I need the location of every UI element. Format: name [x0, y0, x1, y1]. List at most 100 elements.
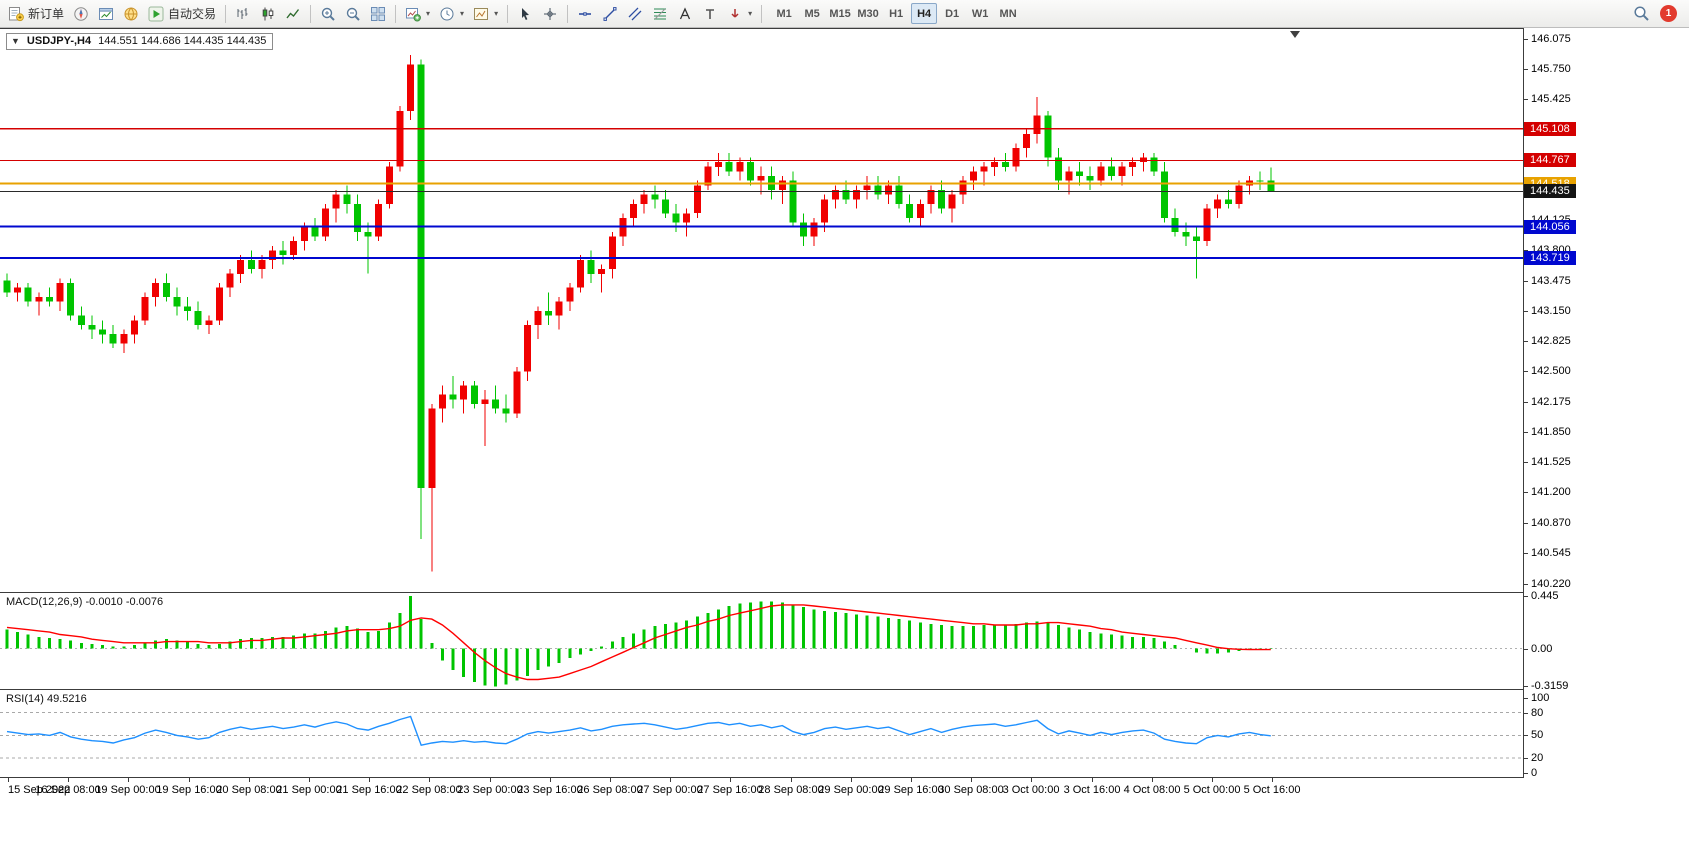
chevron-down-icon: ▾	[460, 9, 465, 18]
time-axis-label: 27 Sep 00:00	[637, 784, 703, 796]
new-order-label: 新订单	[28, 7, 65, 21]
chevron-down-icon: ▾	[426, 9, 431, 18]
label-icon	[706, 8, 715, 19]
time-axis-tick	[730, 778, 731, 782]
toolbar-separator	[567, 4, 569, 23]
price-axis-label: 142.175	[1524, 396, 1571, 408]
new-chart-button[interactable]: ▾	[401, 2, 434, 25]
macd-panel[interactable]: MACD(12,26,9) -0.0010 -0.0076	[0, 593, 1523, 689]
time-axis-label: 19 Sep 16:00	[156, 784, 222, 796]
template-icon	[474, 7, 489, 20]
panel-divider[interactable]	[0, 592, 1689, 593]
zoom-in-icon	[321, 7, 335, 21]
chevron-down-icon: ▾	[494, 9, 499, 18]
channel-tool-button[interactable]	[623, 2, 647, 25]
chart-window-button[interactable]	[94, 2, 118, 25]
chart-area: ▼ USDJPY-,H4 144.551 144.686 144.435 144…	[0, 28, 1689, 859]
rsi-label: RSI(14) 49.5216	[6, 693, 87, 705]
candlestick-chart-button[interactable]	[256, 2, 280, 25]
rsi-axis-label: 20	[1524, 752, 1543, 764]
templates-button[interactable]: ▾	[469, 2, 502, 25]
time-axis-label: 30 Sep 08:00	[938, 784, 1004, 796]
timeframe-button-m5[interactable]: M5	[799, 3, 825, 24]
macd-axis-label: 0.00	[1524, 643, 1552, 655]
time-axis-tick	[128, 778, 129, 782]
timeframe-button-h1[interactable]: H1	[883, 3, 909, 24]
periods-button[interactable]: ▾	[435, 2, 468, 25]
guide-button[interactable]	[69, 2, 93, 25]
time-axis-label: 21 Sep 16:00	[336, 784, 402, 796]
new-order-icon	[9, 6, 24, 21]
horizontal-line-tool-button[interactable]	[573, 2, 597, 25]
price-axis-label: 145.750	[1524, 63, 1571, 75]
rsi-value: 49.5216	[46, 693, 87, 705]
price-axis-label: 146.075	[1524, 33, 1571, 45]
bar-chart-button[interactable]	[231, 2, 255, 25]
price-chart-panel[interactable]: ▼ USDJPY-,H4 144.551 144.686 144.435 144…	[0, 29, 1523, 592]
text-tool-button[interactable]	[673, 2, 697, 25]
time-axis-tick	[1031, 778, 1032, 782]
community-button[interactable]	[119, 2, 143, 25]
price-axis-label: 140.545	[1524, 547, 1571, 559]
price-axis-label: 141.200	[1524, 486, 1571, 498]
time-axis-tick	[249, 778, 250, 782]
timeframe-button-m30[interactable]: M30	[855, 3, 881, 24]
toolbar-separator	[310, 4, 312, 23]
ohlc-values: 144.551 144.686 144.435 144.435	[98, 35, 267, 47]
price-axis[interactable]: 146.075145.750145.425145.100144.775144.4…	[1524, 28, 1689, 779]
one-click-trading-toggle[interactable]: ▼	[11, 36, 20, 46]
fibonacci-icon	[654, 8, 667, 19]
timeframe-button-h4[interactable]: H4	[911, 3, 938, 24]
timeframe-button-d1[interactable]: D1	[939, 3, 965, 24]
new-order-button[interactable]: 新订单	[4, 2, 68, 25]
zoom-in-button[interactable]	[316, 2, 340, 25]
time-axis-label: 23 Sep 16:00	[517, 784, 583, 796]
price-level-badge: 143.719	[1524, 251, 1576, 265]
chart-shift-marker[interactable]	[1290, 31, 1300, 38]
candlestick-icon	[262, 7, 274, 20]
timeframe-button-w1[interactable]: W1	[967, 3, 993, 24]
line-chart-button[interactable]	[281, 2, 305, 25]
zoom-out-button[interactable]	[341, 2, 365, 25]
time-axis-tick	[429, 778, 430, 782]
panel-divider[interactable]	[0, 689, 1689, 690]
price-axis-label: 142.825	[1524, 335, 1571, 347]
rsi-chart	[0, 712, 1523, 759]
time-axis[interactable]: 15 Sep 2022 16 Sep 08:00 19 Sep 00:00 19 Se…	[0, 778, 1523, 800]
time-axis-tick	[851, 778, 852, 782]
price-axis-label: 140.870	[1524, 517, 1571, 529]
label-tool-button[interactable]	[698, 2, 722, 25]
timeframe-button-m1[interactable]: M1	[771, 3, 797, 24]
rsi-axis-label: 0	[1524, 767, 1537, 779]
timeframe-button-m15[interactable]: M15	[827, 3, 853, 24]
toolbar-separator	[507, 4, 509, 23]
macd-axis-label: 0.445	[1524, 590, 1559, 602]
symbol-period-label: USDJPY-,H4	[26, 35, 92, 47]
rsi-axis-label: 50	[1524, 729, 1543, 741]
crosshair-button[interactable]	[538, 2, 562, 25]
rsi-panel[interactable]: RSI(14) 49.5216	[0, 690, 1523, 777]
macd-name: MACD(12,26,9)	[6, 596, 83, 608]
tile-windows-icon	[371, 6, 386, 21]
zoom-out-icon	[346, 7, 360, 21]
tile-windows-button[interactable]	[366, 2, 390, 25]
rsi-name: RSI(14)	[6, 693, 44, 705]
channel-icon	[628, 7, 642, 20]
timeframe-button-mn[interactable]: MN	[995, 3, 1021, 24]
panel-divider	[0, 777, 1689, 778]
time-axis-label: 29 Sep 00:00	[818, 784, 884, 796]
trendline-tool-button[interactable]	[598, 2, 622, 25]
time-axis-tick	[1272, 778, 1273, 782]
notification-badge[interactable]: 1	[1660, 5, 1677, 22]
cursor-button[interactable]	[513, 2, 537, 25]
time-axis-label: 28 Sep 08:00	[758, 784, 824, 796]
arrows-tool-button[interactable]: ▾	[723, 2, 756, 25]
auto-trading-button[interactable]: 自动交易	[144, 2, 220, 25]
time-axis-label: 16 Sep 08:00	[35, 784, 101, 796]
search-button[interactable]	[1629, 2, 1654, 25]
clock-icon	[440, 7, 454, 20]
main-toolbar: 新订单 自动交易	[0, 0, 1689, 28]
fibonacci-tool-button[interactable]	[648, 2, 672, 25]
chart-window-icon	[99, 7, 114, 20]
text-icon	[679, 6, 691, 19]
